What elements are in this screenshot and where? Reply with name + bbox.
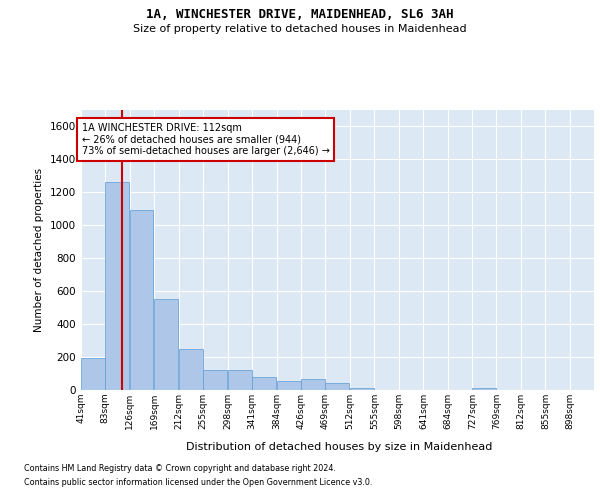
Bar bbox=[154, 300, 178, 390]
Text: 1A WINCHESTER DRIVE: 112sqm
← 26% of detached houses are smaller (944)
73% of se: 1A WINCHESTER DRIVE: 112sqm ← 26% of det… bbox=[82, 123, 329, 156]
Bar bbox=[325, 384, 349, 390]
Bar bbox=[130, 210, 154, 390]
Bar bbox=[277, 381, 301, 390]
Bar bbox=[203, 370, 227, 390]
Text: Contains public sector information licensed under the Open Government Licence v3: Contains public sector information licen… bbox=[24, 478, 373, 487]
Bar bbox=[252, 377, 276, 390]
Bar bbox=[179, 349, 203, 390]
Bar bbox=[472, 388, 496, 390]
Y-axis label: Number of detached properties: Number of detached properties bbox=[34, 168, 44, 332]
Bar bbox=[301, 380, 325, 390]
Bar bbox=[105, 182, 129, 390]
Bar bbox=[350, 388, 374, 390]
Bar bbox=[81, 358, 105, 390]
Bar bbox=[227, 370, 251, 390]
Text: Contains HM Land Registry data © Crown copyright and database right 2024.: Contains HM Land Registry data © Crown c… bbox=[24, 464, 336, 473]
Text: Distribution of detached houses by size in Maidenhead: Distribution of detached houses by size … bbox=[186, 442, 492, 452]
Text: Size of property relative to detached houses in Maidenhead: Size of property relative to detached ho… bbox=[133, 24, 467, 34]
Text: 1A, WINCHESTER DRIVE, MAIDENHEAD, SL6 3AH: 1A, WINCHESTER DRIVE, MAIDENHEAD, SL6 3A… bbox=[146, 8, 454, 20]
